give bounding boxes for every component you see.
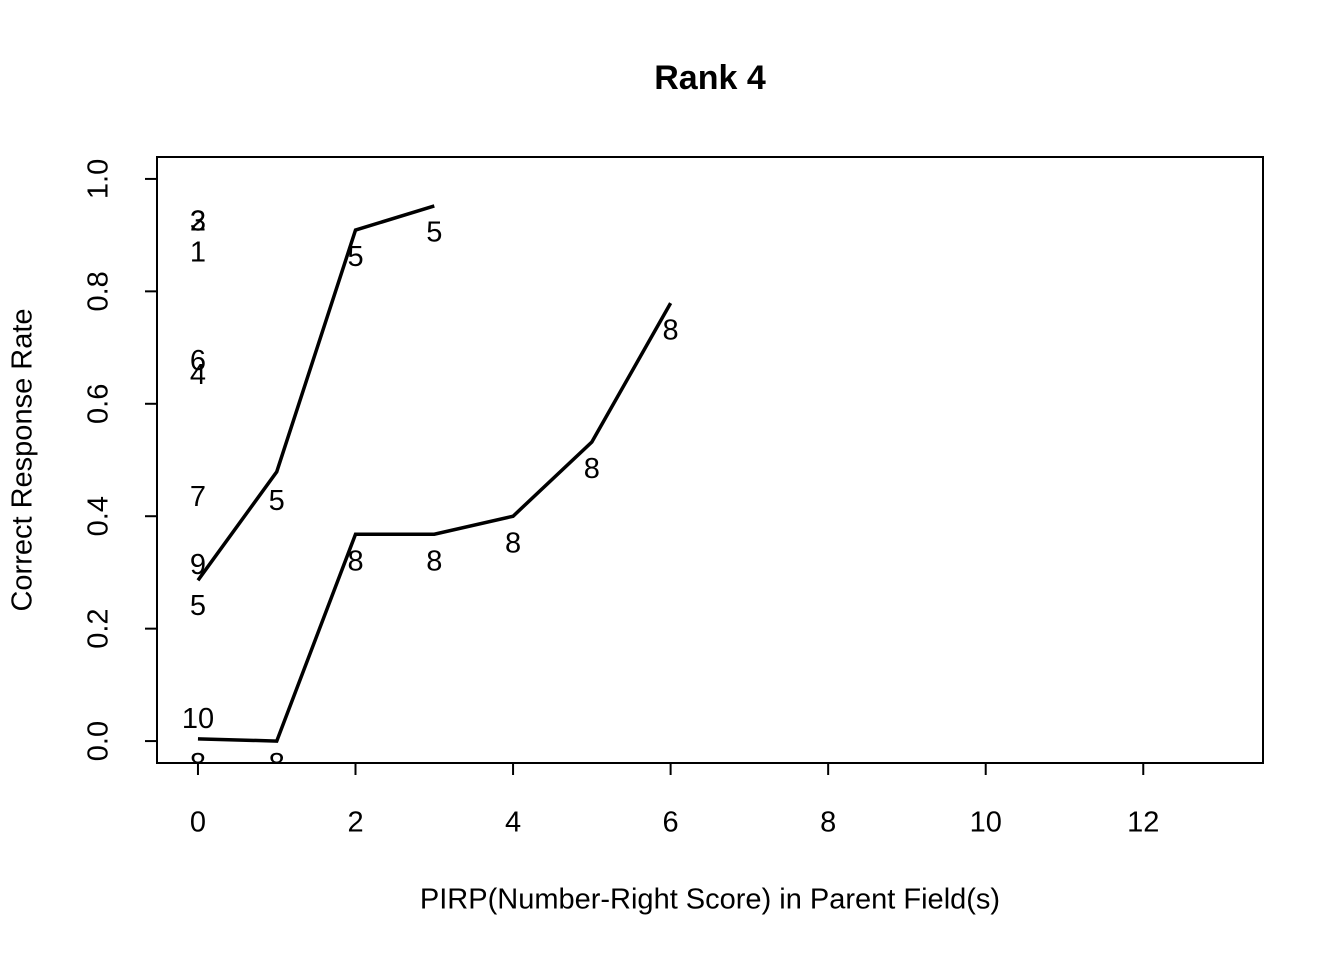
point-label: 5: [269, 485, 285, 517]
point-label: 5: [347, 241, 363, 273]
point-label: 8: [426, 546, 442, 578]
x-tick-label: 4: [505, 807, 521, 839]
y-tick-label: 0.8: [83, 271, 115, 311]
point-label: 8: [269, 748, 285, 780]
point-label: 4: [190, 359, 206, 391]
point-label: 8: [347, 546, 363, 578]
point-label: 6: [190, 345, 206, 377]
x-tick-label: 0: [190, 807, 206, 839]
plot-area: 231 64 7 9 5 10 8 8 5 5 5 8 8 8 8 8: [182, 204, 679, 780]
point-label: 1: [190, 236, 206, 268]
x-tick-label: 2: [347, 807, 363, 839]
point-label: 8: [663, 314, 679, 346]
point-label: 10: [182, 703, 214, 735]
point-label: 7: [190, 481, 206, 513]
point-label: 8: [190, 748, 206, 780]
x-tick-label: 6: [663, 807, 679, 839]
point-label: 5: [426, 217, 442, 249]
point-label: 8: [505, 528, 521, 560]
y-tick-label: 0.6: [83, 384, 115, 424]
y-axis-title: Correct Response Rate: [7, 308, 39, 611]
x-tick-label: 8: [820, 807, 836, 839]
y-tick-label: 1.0: [83, 159, 115, 199]
point-label: 5: [190, 590, 206, 622]
x-axis-title: PIRP(Number-Right Score) in Parent Field…: [420, 884, 1000, 916]
x-tick-label: 10: [970, 807, 1002, 839]
y-tick-label: 0.4: [83, 496, 115, 536]
point-label: 9: [190, 549, 206, 581]
point-label: 3: [190, 205, 206, 237]
data-line: [197, 302, 673, 743]
data-line: [196, 204, 435, 582]
chart-title: Rank 4: [654, 59, 766, 97]
point-label: 8: [584, 453, 600, 485]
y-tick-label: 0.0: [83, 721, 115, 761]
plot-frame: [156, 156, 1264, 764]
x-tick-label: 12: [1127, 807, 1159, 839]
y-tick-label: 0.2: [83, 608, 115, 648]
point-label: 2: [190, 205, 206, 237]
